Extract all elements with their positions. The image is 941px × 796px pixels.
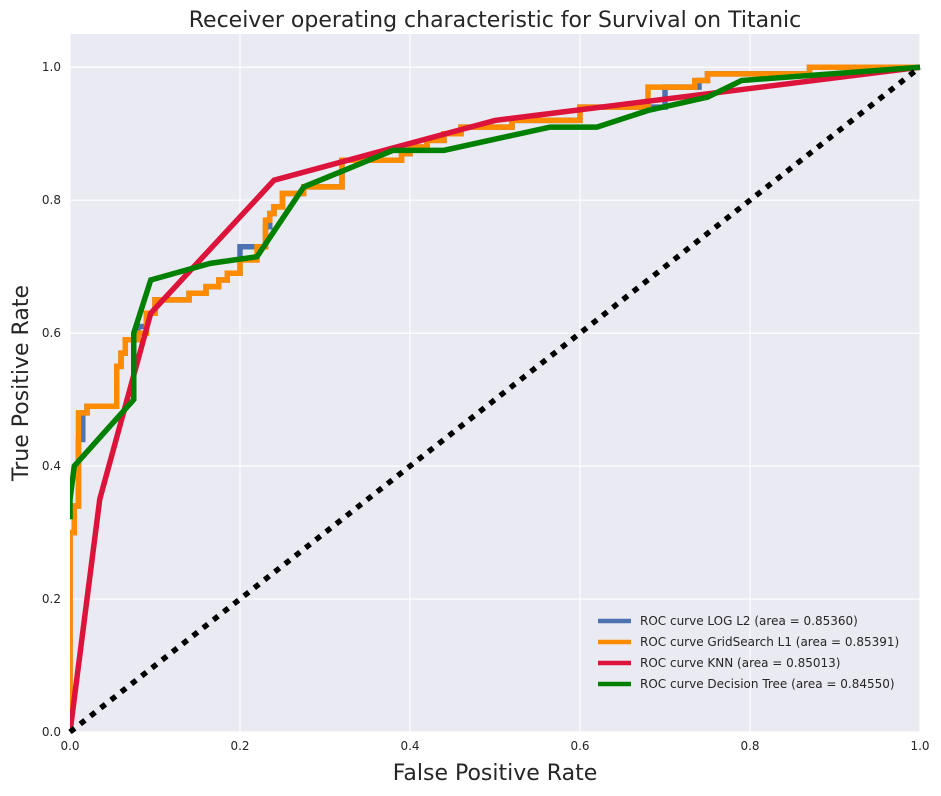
legend-label-1: ROC curve GridSearch L1 (area = 0.85391)	[640, 635, 899, 649]
x-tick-label-1: 0.2	[230, 739, 249, 753]
tick-labels: 0.0 0.2 0.4 0.6 0.8 1.0 0.0 0.2 0.4 0.6 0.8 1.0	[42, 60, 930, 753]
y-tick-label-4: 0.8	[42, 193, 61, 207]
x-tick-label-2: 0.4	[400, 739, 419, 753]
legend-label-3: ROC curve Decision Tree (area = 0.84550)	[640, 677, 895, 691]
legend: ROC curve LOG L2 (area = 0.85360) ROC cur…	[598, 614, 899, 691]
y-tick-label-3: 0.6	[42, 326, 61, 340]
plot-background	[70, 34, 920, 732]
x-tick-label-5: 1.0	[910, 739, 929, 753]
reference-line-group	[68, 65, 922, 735]
y-tick-label-2: 0.4	[42, 459, 61, 473]
legend-label-0: ROC curve LOG L2 (area = 0.85360)	[640, 614, 858, 628]
series-line-3	[70, 64, 921, 520]
reference-diagonal-line	[68, 65, 922, 735]
y-axis-label: True Positive Rate	[9, 285, 34, 482]
y-tick-label-5: 1.0	[42, 60, 61, 74]
legend-label-2: ROC curve KNN (area = 0.85013)	[640, 656, 840, 670]
series-lines	[70, 64, 921, 733]
y-tick-label-1: 0.2	[42, 592, 61, 606]
series-line-2	[70, 64, 921, 733]
x-tick-label-3: 0.6	[570, 739, 589, 753]
x-tick-label-0: 0.0	[60, 739, 79, 753]
y-tick-label-0: 0.0	[42, 725, 61, 739]
series-line-1	[70, 64, 920, 732]
x-axis-label: False Positive Rate	[393, 761, 597, 786]
chart-title: Receiver operating characteristic for Su…	[189, 8, 802, 33]
x-tick-label-4: 0.8	[740, 739, 759, 753]
